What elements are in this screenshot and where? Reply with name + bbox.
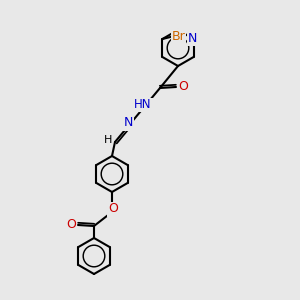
Text: Br: Br xyxy=(172,29,185,43)
Text: O: O xyxy=(178,80,188,92)
Text: N: N xyxy=(123,116,133,130)
Text: HN: HN xyxy=(134,98,152,112)
Text: N: N xyxy=(188,32,197,44)
Text: H: H xyxy=(104,135,112,145)
Text: O: O xyxy=(108,202,118,215)
Text: O: O xyxy=(66,218,76,232)
